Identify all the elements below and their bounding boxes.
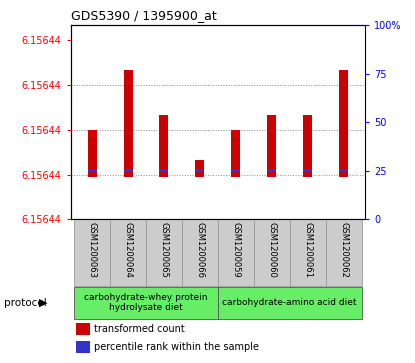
Text: GSM1200066: GSM1200066 xyxy=(195,222,205,278)
Bar xyxy=(88,170,97,172)
Bar xyxy=(159,170,168,172)
Bar xyxy=(146,219,182,286)
Text: GSM1200065: GSM1200065 xyxy=(159,222,168,278)
Text: ▶: ▶ xyxy=(39,298,48,308)
Bar xyxy=(231,130,240,177)
Text: GDS5390 / 1395900_at: GDS5390 / 1395900_at xyxy=(71,9,216,22)
Bar xyxy=(339,170,348,172)
Bar xyxy=(290,219,326,286)
Bar xyxy=(267,170,276,172)
Text: carbohydrate-whey protein
hydrolysate diet: carbohydrate-whey protein hydrolysate di… xyxy=(84,293,208,313)
Bar xyxy=(195,160,205,177)
Bar xyxy=(195,170,205,172)
Bar xyxy=(267,115,276,177)
Bar xyxy=(76,323,90,335)
Bar xyxy=(303,170,312,172)
Text: GSM1200060: GSM1200060 xyxy=(267,222,276,278)
Bar xyxy=(124,170,132,172)
Text: GSM1200062: GSM1200062 xyxy=(339,222,348,278)
Bar xyxy=(303,115,312,177)
Text: protocol: protocol xyxy=(4,298,47,308)
Bar xyxy=(218,287,361,319)
Bar xyxy=(88,130,97,177)
Text: percentile rank within the sample: percentile rank within the sample xyxy=(94,342,259,352)
Text: carbohydrate-amino acid diet: carbohydrate-amino acid diet xyxy=(222,298,357,307)
Bar xyxy=(326,219,361,286)
Bar xyxy=(159,115,168,177)
Bar xyxy=(231,170,240,172)
Bar xyxy=(218,219,254,286)
Text: transformed count: transformed count xyxy=(94,324,185,334)
Bar xyxy=(76,341,90,353)
Bar xyxy=(74,219,110,286)
Bar xyxy=(182,219,218,286)
Text: GSM1200061: GSM1200061 xyxy=(303,222,312,278)
Text: GSM1200064: GSM1200064 xyxy=(124,222,132,278)
Bar xyxy=(339,70,348,177)
Text: GSM1200063: GSM1200063 xyxy=(88,222,97,278)
Bar xyxy=(124,70,132,177)
Text: GSM1200059: GSM1200059 xyxy=(231,222,240,278)
Bar xyxy=(254,219,290,286)
Bar xyxy=(74,287,218,319)
Bar xyxy=(110,219,146,286)
